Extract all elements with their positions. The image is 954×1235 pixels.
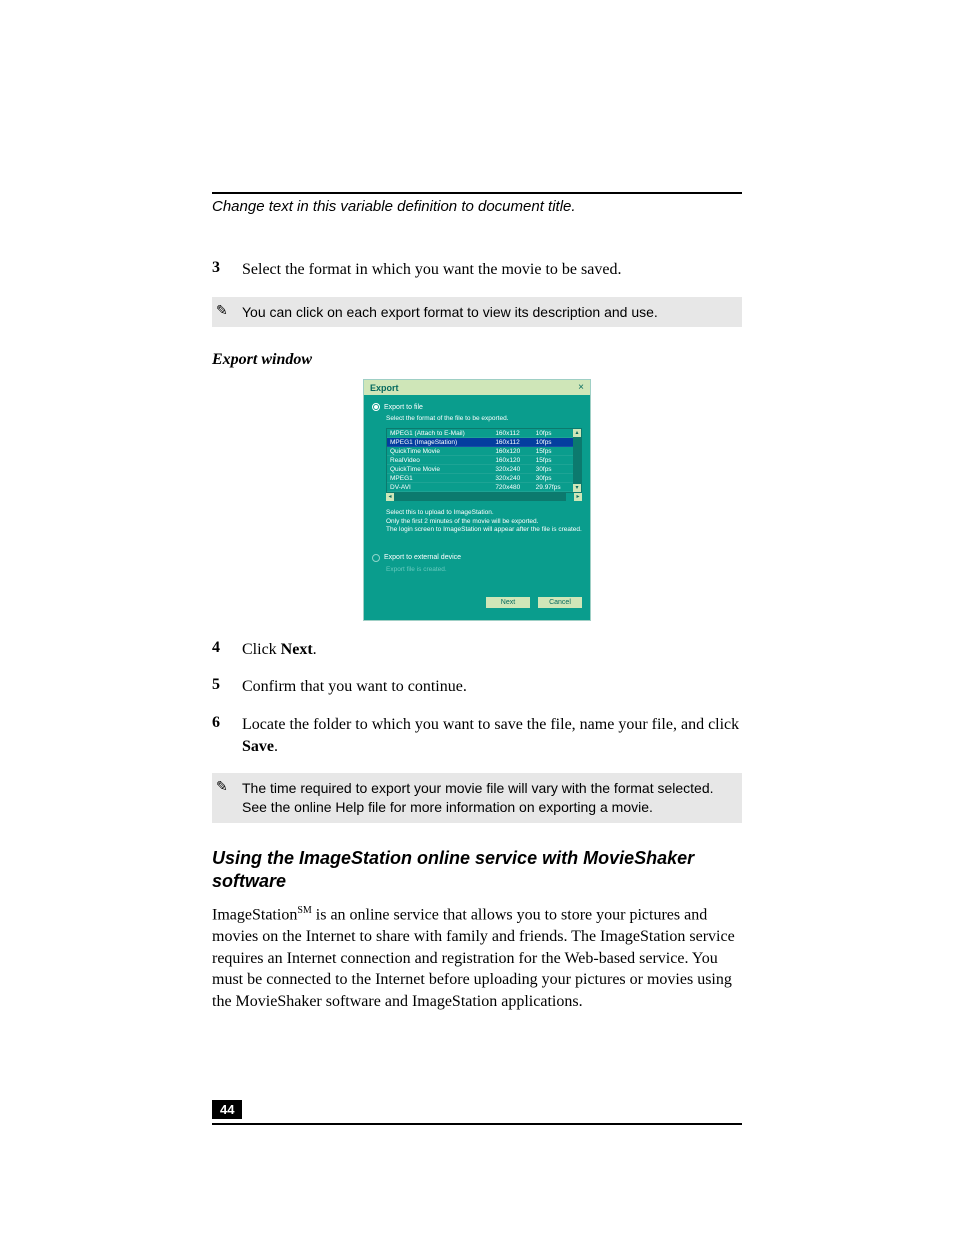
step-text-part: . (274, 738, 278, 755)
step-text: Click Next. (242, 639, 742, 661)
radio-dot-icon (372, 403, 380, 411)
step-6: 6Locate the folder to which you want to … (212, 714, 742, 757)
running-head: Change text in this variable definition … (212, 198, 742, 215)
step-text-part: Locate the folder to which you want to s… (242, 716, 739, 733)
format-cell: MPEG1 (387, 474, 492, 483)
step-text: Select the format in which you want the … (242, 259, 742, 281)
page-number: 44 (212, 1100, 242, 1119)
format-row[interactable]: MPEG1320x24030fps (387, 474, 573, 483)
bold-term: Save (242, 738, 274, 755)
note-tip-2: ✎ The time required to export your movie… (212, 773, 742, 823)
service-mark: SM (297, 905, 311, 916)
scroll-right-icon[interactable]: ▸ (574, 493, 582, 501)
format-cell: 720x480 (492, 483, 532, 492)
step-text-part: . (313, 641, 317, 658)
radio-export-to-device[interactable]: Export to external device (372, 554, 582, 562)
desc-line: Select this to upload to ImageStation. (386, 509, 582, 517)
scrollbar-horizontal[interactable]: ◂ ▸ (386, 493, 582, 501)
format-cell: 160x120 (492, 456, 532, 465)
bold-term: Next (281, 641, 313, 658)
format-cell: 160x120 (492, 447, 532, 456)
step-number: 6 (212, 714, 242, 757)
format-cell: DV-AVI (387, 483, 492, 492)
pencil-icon: ✎ (216, 301, 228, 320)
note-text: You can click on each export format to v… (242, 304, 658, 320)
radio-label: Export to external device (384, 554, 461, 561)
step-text: Confirm that you want to continue. (242, 676, 742, 698)
format-list[interactable]: MPEG1 (Attach to E-Mail)160x11210fpsMPEG… (386, 428, 582, 493)
radio-dot-icon (372, 554, 380, 562)
body-paragraph: ImageStationSM is an online service that… (212, 904, 742, 1012)
format-row[interactable]: MPEG1 (Attach to E-Mail)160x11210fps (387, 429, 573, 438)
rule-top (212, 192, 742, 194)
format-cell: RealVideo (387, 456, 492, 465)
scrollbar-vertical[interactable]: ▴ ▾ (573, 429, 581, 492)
pencil-icon: ✎ (216, 777, 228, 796)
format-row[interactable]: QuickTime Movie160x12015fps (387, 447, 573, 456)
para-lead: ImageStation (212, 906, 297, 923)
format-cell: 10fps (533, 429, 573, 438)
format-cell: QuickTime Movie (387, 465, 492, 474)
step-5: 5Confirm that you want to continue. (212, 676, 742, 698)
radio-export-to-file[interactable]: Export to file (372, 403, 582, 411)
section-heading: Using the ImageStation online service wi… (212, 847, 742, 892)
desc-line: The login screen to ImageStation will ap… (386, 526, 582, 534)
format-cell: 29.97fps (533, 483, 573, 492)
disabled-subtext: Export file is created. (372, 566, 582, 573)
radio-label: Export to file (384, 404, 423, 411)
close-icon[interactable]: × (578, 382, 584, 393)
format-cell: 15fps (533, 456, 573, 465)
format-cell: 160x112 (492, 429, 532, 438)
step-number: 5 (212, 676, 242, 698)
format-cell: 10fps (533, 438, 573, 447)
note-text: The time required to export your movie f… (242, 780, 714, 815)
rule-bottom (212, 1123, 742, 1125)
step-4: 4Click Next. (212, 639, 742, 661)
format-cell: 30fps (533, 474, 573, 483)
step-3: 3 Select the format in which you want th… (212, 259, 742, 281)
figure-caption: Export window (212, 351, 742, 369)
next-button[interactable]: Next (486, 597, 530, 608)
step-text-part: Confirm that you want to continue. (242, 678, 467, 695)
dialog-title: Export (370, 383, 399, 393)
scroll-up-icon[interactable]: ▴ (573, 429, 581, 437)
export-dialog: Export × Export to file Select the forma… (363, 379, 591, 620)
format-row[interactable]: MPEG1 (ImageStation)160x11210fps (387, 438, 573, 447)
format-cell: 320x240 (492, 465, 532, 474)
dialog-titlebar: Export × (364, 380, 590, 395)
format-description: Select this to upload to ImageStation.On… (386, 509, 582, 533)
format-row[interactable]: DV-AVI720x48029.97fps (387, 483, 573, 492)
step-number: 3 (212, 259, 242, 281)
format-row[interactable]: QuickTime Movie320x24030fps (387, 465, 573, 474)
desc-line: Only the first 2 minutes of the movie wi… (386, 518, 582, 526)
step-text-part: Click (242, 641, 281, 658)
format-cell: 15fps (533, 447, 573, 456)
page-footer: 44 (212, 1100, 742, 1125)
scroll-left-icon[interactable]: ◂ (386, 493, 394, 501)
format-cell: 320x240 (492, 474, 532, 483)
format-cell: MPEG1 (ImageStation) (387, 438, 492, 447)
format-row[interactable]: RealVideo160x12015fps (387, 456, 573, 465)
format-cell: 160x112 (492, 438, 532, 447)
format-cell: MPEG1 (Attach to E-Mail) (387, 429, 492, 438)
note-tip-1: ✎ You can click on each export format to… (212, 297, 742, 328)
cancel-button[interactable]: Cancel (538, 597, 582, 608)
step-number: 4 (212, 639, 242, 661)
dialog-instruction: Select the format of the file to be expo… (386, 415, 582, 422)
step-text: Locate the folder to which you want to s… (242, 714, 742, 757)
format-cell: 30fps (533, 465, 573, 474)
format-cell: QuickTime Movie (387, 447, 492, 456)
scroll-down-icon[interactable]: ▾ (573, 484, 581, 492)
